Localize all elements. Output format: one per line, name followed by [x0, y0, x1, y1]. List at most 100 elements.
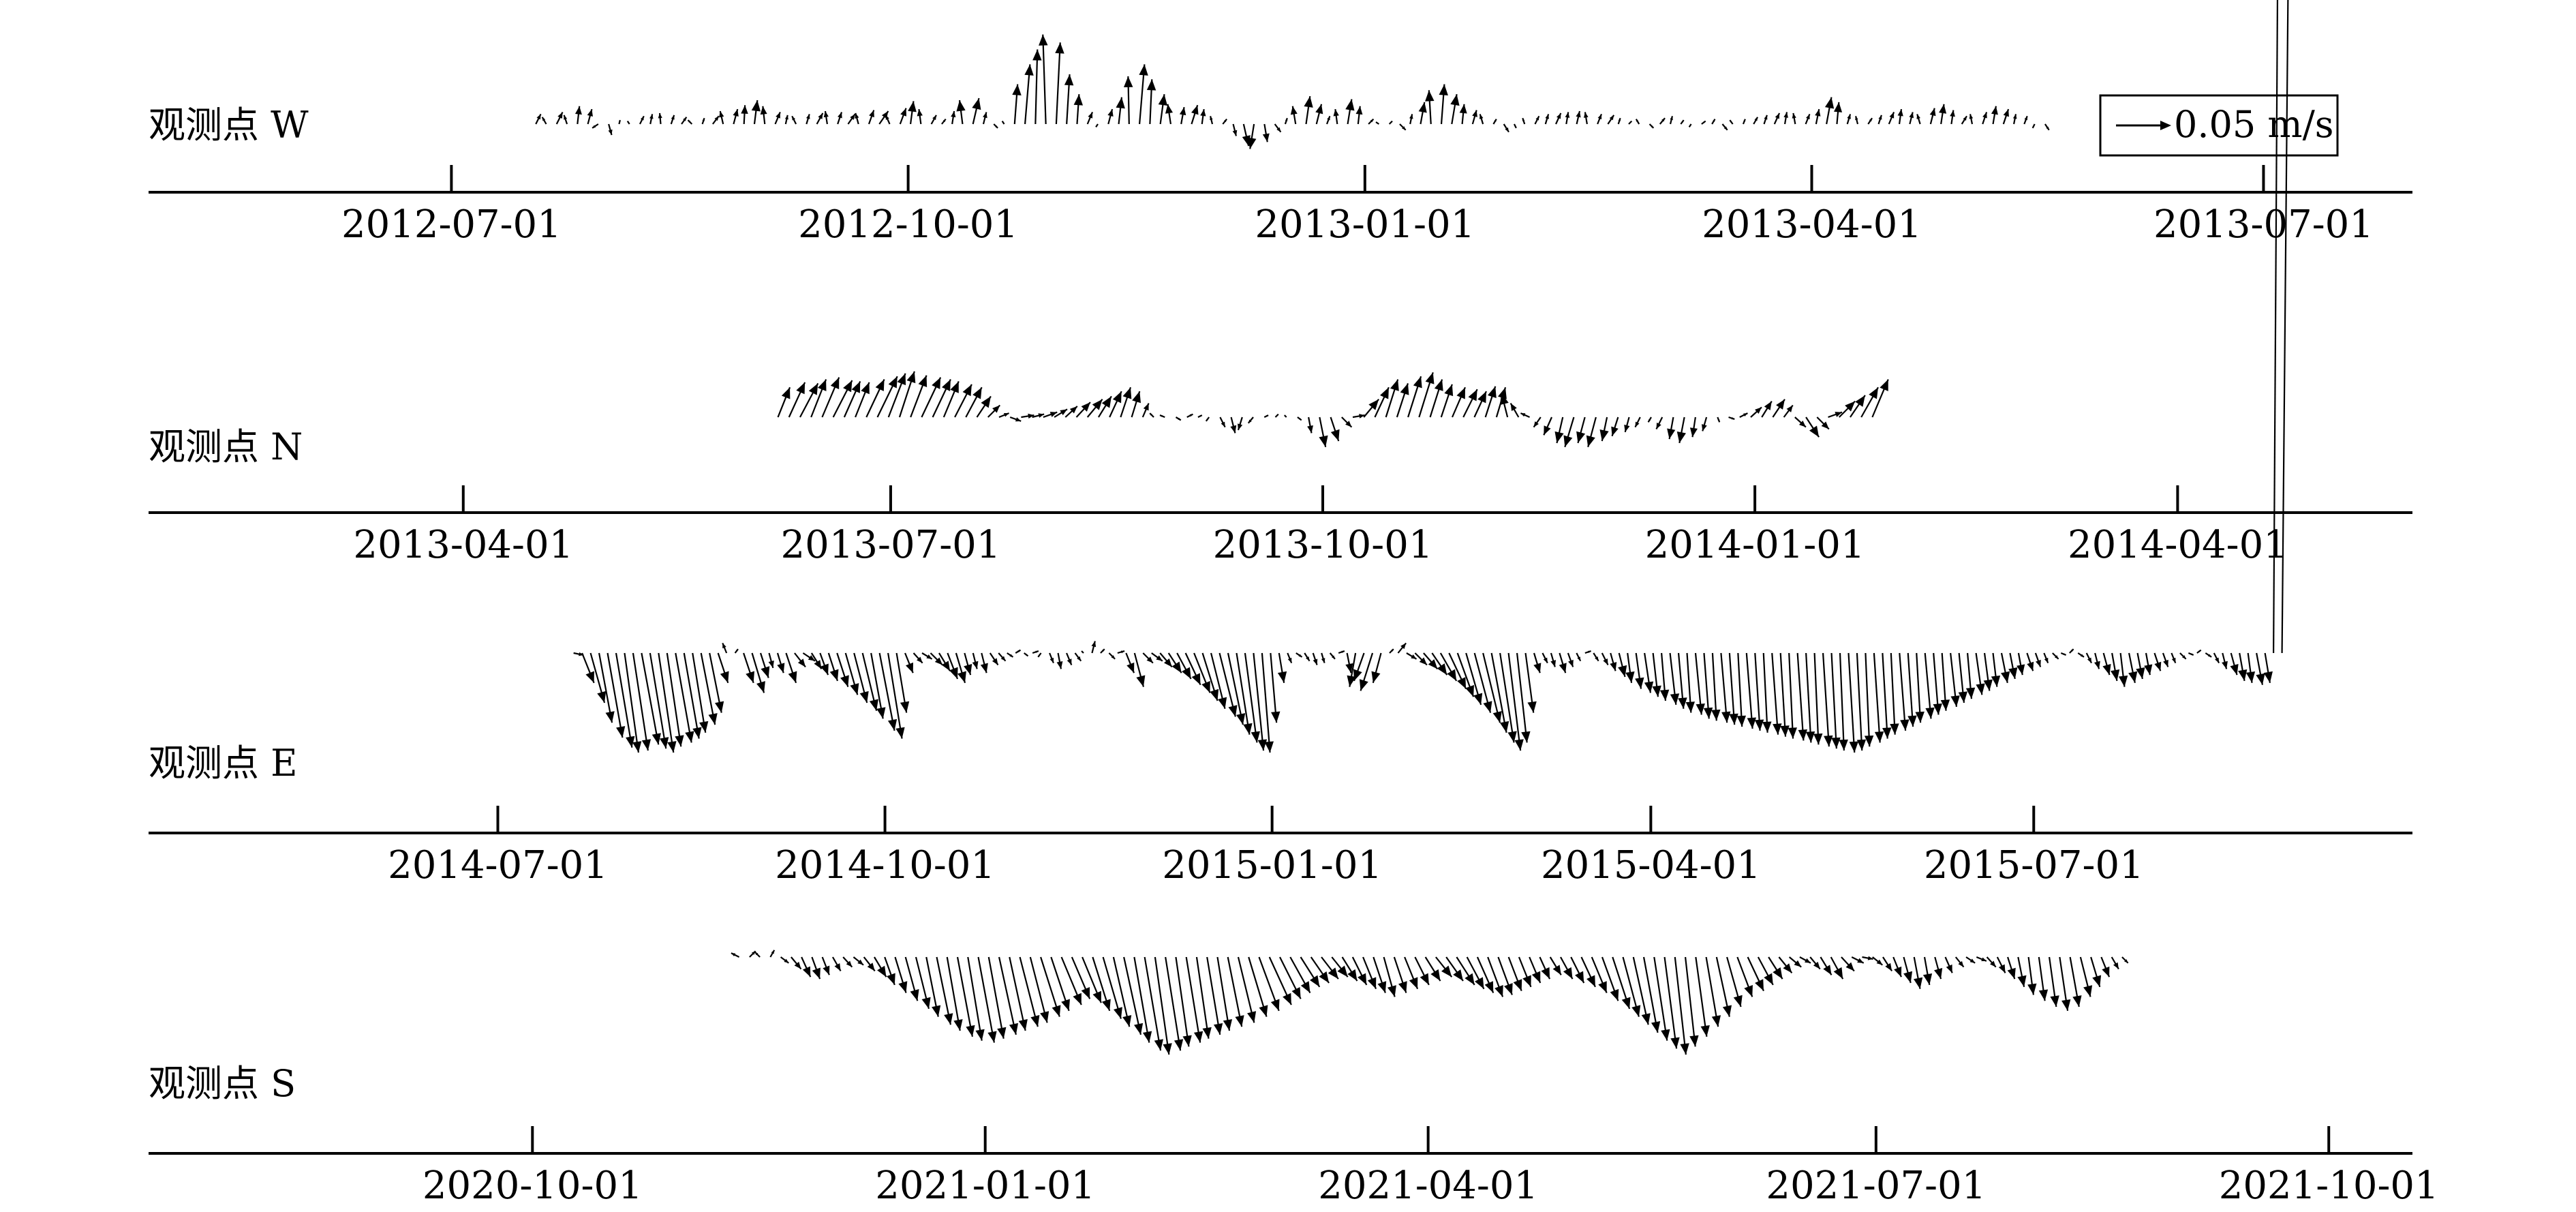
vector-s-107	[1851, 956, 1865, 964]
vector-e-163	[1958, 652, 1968, 703]
vector-n-18	[976, 395, 992, 418]
vector-w-99	[1565, 112, 1570, 125]
vector-w-20	[741, 105, 748, 125]
vector-e-29	[819, 652, 829, 676]
vector-e-64	[1117, 650, 1125, 654]
vector-s-32	[1071, 956, 1091, 999]
vector-n-4	[821, 377, 840, 418]
vector-w-9	[626, 121, 630, 125]
vector-e-93	[1353, 652, 1365, 682]
vector-n-90	[1772, 399, 1785, 418]
vector-w-127	[1854, 116, 1859, 125]
x-tick-label-n-1: 2013-07-01	[781, 523, 1001, 567]
vector-s-117	[1954, 956, 1965, 968]
vector-e-37	[887, 652, 905, 739]
vector-w-114	[1721, 123, 1728, 131]
vector-w-29	[837, 112, 843, 125]
vector-w-19	[733, 108, 739, 125]
vector-e-162	[1950, 652, 1960, 707]
vector-s-133	[2121, 956, 2129, 964]
vector-n-36	[1175, 416, 1182, 421]
vector-e-147	[1822, 652, 1833, 747]
vector-w-98	[1555, 112, 1562, 125]
x-tick-label-w-1: 2012-10-01	[798, 202, 1018, 247]
vector-s-19	[936, 956, 953, 1025]
vector-s-96	[1736, 956, 1753, 997]
vector-w-25	[791, 115, 797, 125]
vector-s-56	[1321, 956, 1339, 980]
vector-s-63	[1393, 956, 1407, 993]
vector-e-78	[1236, 652, 1253, 735]
vector-n-84	[1702, 416, 1708, 431]
vector-s-34	[1092, 956, 1111, 1012]
vector-e-171	[2026, 652, 2034, 671]
vector-e-32	[844, 652, 859, 695]
vector-e-73	[1193, 652, 1211, 693]
vector-e-100	[1423, 652, 1439, 670]
vector-w-72	[1284, 117, 1288, 125]
vector-e-68	[1151, 652, 1163, 662]
ticks-w: 2012-07-01 2012-10-01 2013-01-01 2013-04-01…	[341, 165, 2374, 247]
vector-e-60	[1081, 650, 1084, 654]
vector-e-154	[1882, 652, 1892, 739]
vector-n-30	[1109, 391, 1122, 418]
vector-w-93	[1503, 123, 1509, 133]
vector-e-12	[675, 652, 694, 743]
vector-w-115	[1729, 119, 1734, 125]
vector-e-45	[955, 652, 966, 684]
vector-e-200	[2273, 0, 2279, 654]
vector-n-9	[876, 376, 898, 418]
vector-s-55	[1310, 956, 1330, 984]
vector-e-23	[768, 652, 774, 669]
vector-e-155	[1890, 652, 1899, 735]
station-label-w: 观测点 W	[149, 104, 309, 147]
vector-e-167	[1991, 652, 2001, 687]
vector-w-50	[1055, 42, 1064, 125]
vector-e-150	[1847, 652, 1859, 753]
vector-s-98	[1757, 956, 1774, 986]
vector-w-95	[1522, 117, 1526, 125]
vector-s-123	[2017, 956, 2027, 988]
vector-s-9	[831, 956, 842, 971]
vector-e-191	[2196, 649, 2202, 654]
vector-e-103	[1448, 652, 1467, 690]
vector-e-184	[2136, 652, 2145, 680]
vector-s-31	[1060, 956, 1082, 1005]
vector-n-56	[1396, 383, 1409, 418]
vector-e-8	[641, 652, 661, 745]
vector-e-98	[1406, 652, 1417, 660]
vector-s-119	[1976, 956, 1987, 962]
vector-w-60	[1158, 94, 1168, 125]
vector-w-53	[1086, 112, 1094, 125]
vector-e-157	[1907, 652, 1917, 727]
vector-s-54	[1300, 956, 1321, 988]
vector-n-43	[1247, 416, 1254, 424]
vector-s-20	[946, 956, 963, 1031]
vector-s-71	[1476, 956, 1494, 994]
vector-e-148	[1830, 652, 1841, 749]
vector-e-173	[2043, 652, 2049, 664]
vector-e-168	[2000, 652, 2010, 684]
vector-w-13	[670, 115, 675, 125]
vector-s-102	[1799, 956, 1811, 964]
panel-n: 观测点 N 2013-04-01 2013-07-01 2013-10-01 2014…	[149, 371, 2412, 567]
vector-w-101	[1583, 112, 1589, 125]
vector-s-26	[1009, 956, 1028, 1031]
vector-e-178	[2085, 652, 2093, 664]
vector-n-92	[1794, 416, 1807, 428]
vector-e-153	[1873, 652, 1884, 743]
vector-n-83	[1689, 416, 1698, 438]
vector-s-100	[1778, 956, 1793, 974]
vector-e-15	[700, 652, 718, 725]
vector-s-37	[1123, 956, 1144, 1035]
vector-w-133	[1916, 114, 1921, 125]
x-tick-label-e-1: 2014-10-01	[775, 843, 995, 888]
vector-s-13	[874, 956, 887, 978]
vector-s-29	[1040, 956, 1061, 1017]
vector-w-94	[1513, 123, 1517, 129]
vector-w-125	[1833, 102, 1843, 125]
vector-n-2	[799, 382, 819, 418]
vector-w-26	[806, 114, 810, 125]
vector-w-49	[1039, 34, 1048, 125]
vector-s-11	[853, 956, 864, 966]
